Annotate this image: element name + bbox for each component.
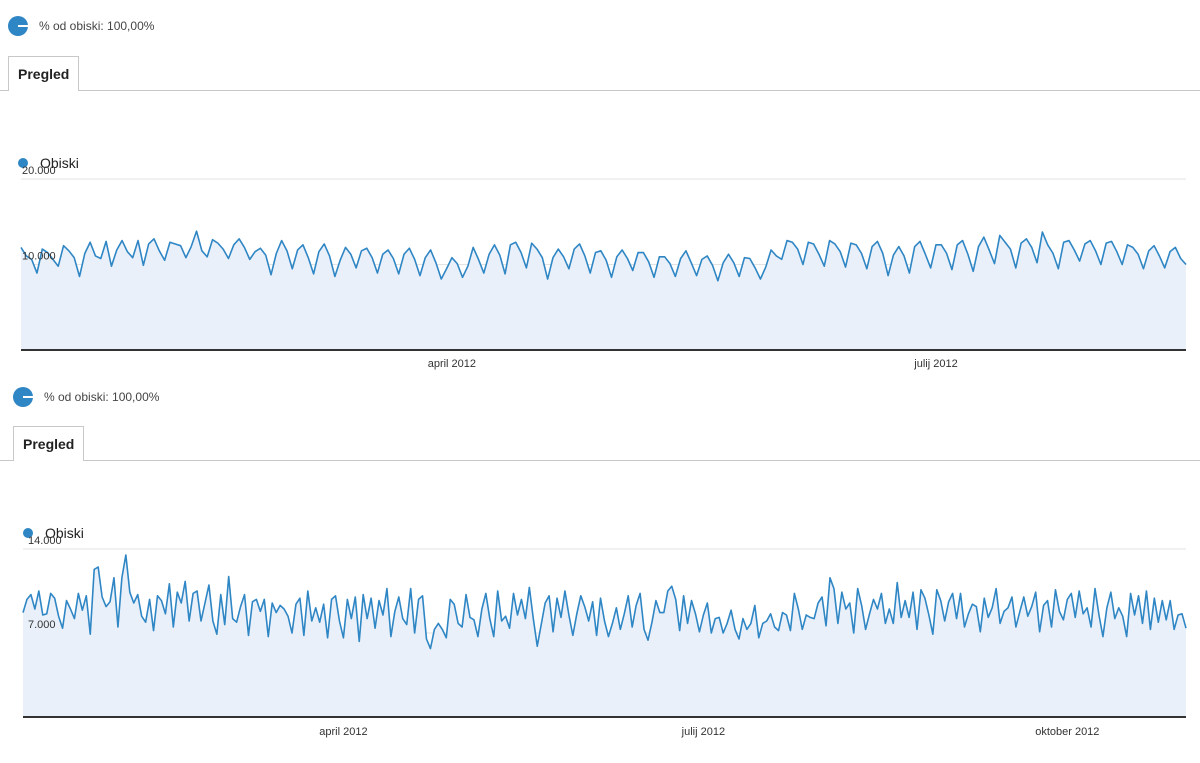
- legend-dot-icon: [18, 158, 28, 168]
- tab-divider: [0, 460, 1200, 461]
- chart-legend: Obiski: [23, 525, 84, 541]
- y-tick-label: 10.000: [22, 251, 56, 263]
- segment-label: % od obiski: 100,00%: [44, 390, 160, 404]
- y-tick-label: 20.000: [22, 165, 56, 177]
- y-tick-label: 7.000: [28, 619, 56, 631]
- chart-legend: Obiski: [18, 155, 79, 171]
- segment-row[interactable]: % od obiski: 100,00%: [7, 15, 154, 37]
- x-tick-label: april 2012: [428, 358, 476, 370]
- visits-chart-2: 14.000 7.000 april 2012 julij 2012 oktober 2…: [22, 535, 1187, 738]
- series-line-obiski: [20, 230, 1187, 282]
- x-tick-label: julij 2012: [681, 726, 725, 738]
- tab-pregled[interactable]: Pregled: [13, 426, 85, 461]
- segment-row[interactable]: % od obiski: 100,00%: [12, 386, 159, 408]
- legend-dot-icon: [23, 528, 33, 538]
- tab-divider: [0, 90, 1200, 91]
- chart-panel-2: % od obiski: 100,00% Pregled Obiski 14.0…: [0, 380, 1200, 763]
- series-area-obiski: [21, 231, 1186, 350]
- segment-label: % od obiski: 100,00%: [39, 19, 155, 33]
- pie-segment-icon[interactable]: [7, 15, 29, 37]
- series-area-obiski: [23, 555, 1186, 717]
- legend-label: Obiski: [40, 155, 79, 171]
- x-tick-label: april 2012: [319, 726, 367, 738]
- tab-pregled[interactable]: Pregled: [8, 56, 80, 91]
- pie-segment-icon[interactable]: [12, 386, 34, 408]
- series-line-obiski: [22, 554, 1187, 650]
- x-tick-label: oktober 2012: [1035, 726, 1099, 738]
- y-tick-label: 14.000: [28, 535, 62, 547]
- legend-label: Obiski: [45, 525, 84, 541]
- chart-panel-1: % od obiski: 100,00% Pregled Obiski 20.0…: [0, 0, 1200, 380]
- x-tick-label: julij 2012: [913, 358, 957, 370]
